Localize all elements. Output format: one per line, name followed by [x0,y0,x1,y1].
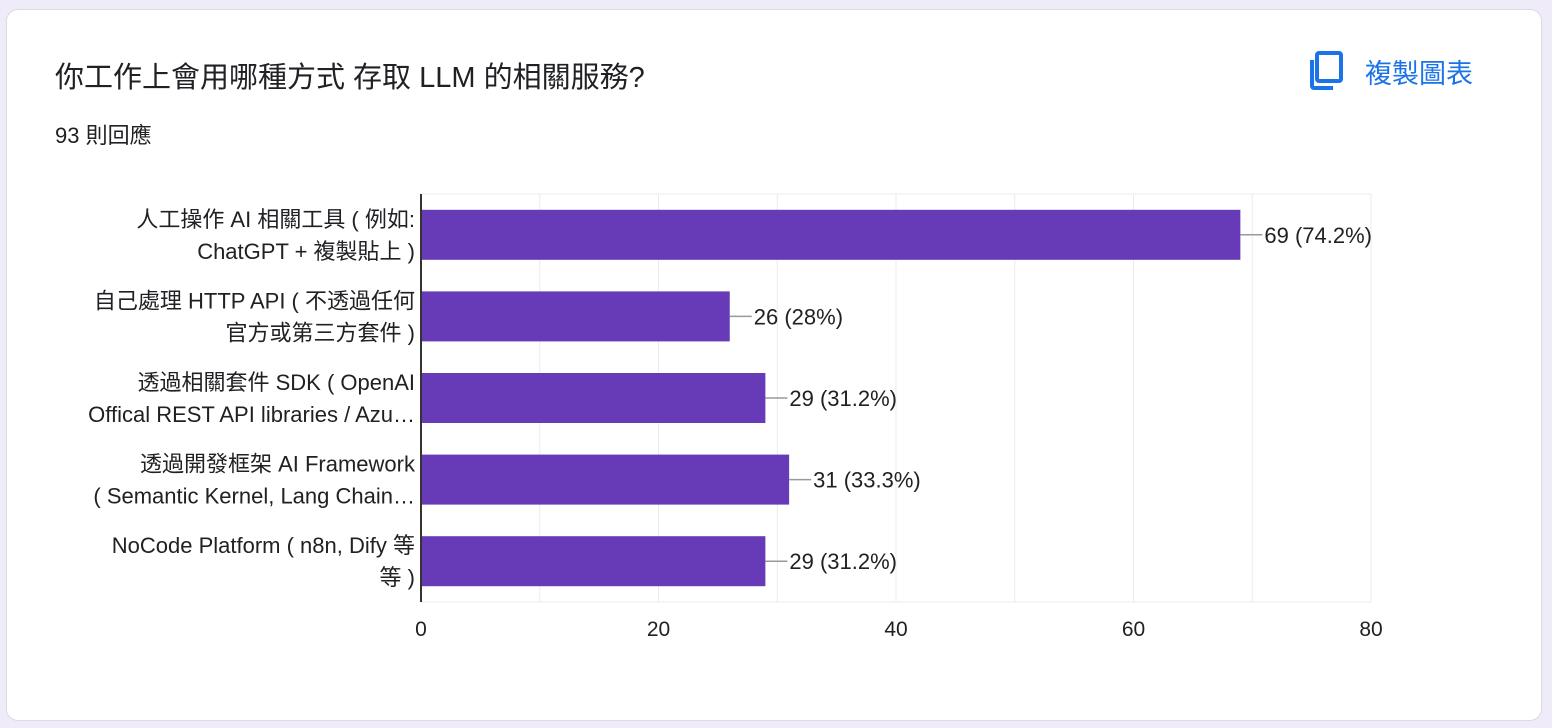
data-label: 29 (31.2%) [789,549,897,574]
x-tick-label: 20 [647,618,670,641]
copy-chart-label: 複製圖表 [1365,58,1473,89]
category-label: NoCode Platform ( n8n, Dify 等 [112,533,415,558]
category-label: 透過開發框架 AI Framework [140,452,416,477]
category-label: 自己處理 HTTP API ( 不透過任何 [94,288,415,313]
bar [421,373,766,423]
data-label: 69 (74.2%) [1264,223,1372,248]
data-label: 26 (28%) [754,304,843,329]
bar [421,536,766,587]
data-label: 29 (31.2%) [789,386,897,411]
category-label: ChatGPT + 複製貼上 ) [197,239,415,264]
category-label: Offical REST API libraries / Azu… [88,402,415,427]
category-label: 人工操作 AI 相關工具 ( 例如: [136,207,415,232]
category-label: 等 ) [380,565,415,590]
content-copy-icon [1309,51,1345,91]
x-tick-label: 0 [415,618,427,641]
category-label: ( Semantic Kernel, Lang Chain… [93,484,415,509]
x-tick-label: 80 [1359,618,1382,641]
question-title: 你工作上會用哪種方式 存取 LLM 的相關服務? [55,62,645,94]
copy-chart-button[interactable]: 複製圖表 [1309,50,1473,92]
data-label: 31 (33.3%) [813,468,921,493]
x-tick-label: 60 [1122,618,1145,641]
bar [421,454,790,505]
category-label: 官方或第三方套件 ) [226,320,415,345]
x-tick-label: 40 [884,618,907,641]
bar [421,209,1241,260]
category-label: 透過相關套件 SDK ( OpenAI [137,370,415,395]
response-count: 93 則回應 [55,123,152,148]
bar [421,291,730,342]
